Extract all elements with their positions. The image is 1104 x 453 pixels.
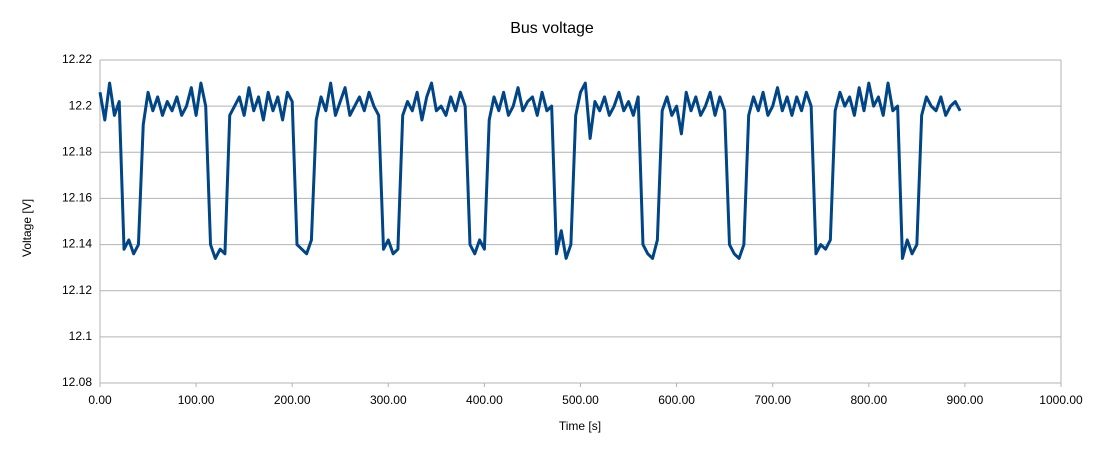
y-tick-label: 12.2 xyxy=(69,98,93,112)
y-axis-label: Voltage [V] xyxy=(20,199,34,257)
x-tick-label: 0.00 xyxy=(88,393,112,407)
x-tick-label: 900.00 xyxy=(947,393,984,407)
x-tick-label: 500.00 xyxy=(562,393,599,407)
x-tick-label: 700.00 xyxy=(754,393,791,407)
y-tick-label: 12.22 xyxy=(62,52,92,66)
x-tick-label: 600.00 xyxy=(658,393,695,407)
data-line xyxy=(98,81,962,260)
x-tick-label: 1000.00 xyxy=(1039,393,1083,407)
y-tick-label: 12.18 xyxy=(62,144,92,158)
y-tick-label: 12.16 xyxy=(62,191,92,205)
x-tick-label: 400.00 xyxy=(466,393,503,407)
x-tick-label: 100.00 xyxy=(178,393,215,407)
x-axis-label: Time [s] xyxy=(559,419,601,433)
y-tick-label: 12.1 xyxy=(69,329,93,343)
x-tick-label: 800.00 xyxy=(850,393,887,407)
x-tick-label: 300.00 xyxy=(370,393,407,407)
y-tick-label: 12.12 xyxy=(62,283,92,297)
chart-title: Bus voltage xyxy=(510,20,594,37)
y-tick-label: 12.08 xyxy=(62,375,92,389)
x-tick-label: 200.00 xyxy=(274,393,311,407)
y-tick-label: 12.14 xyxy=(62,237,92,251)
